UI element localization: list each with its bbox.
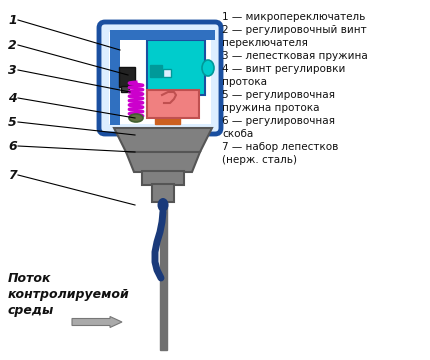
Bar [155, 114, 180, 124]
Bar [110, 35, 120, 125]
Bar [121, 86, 129, 92]
Text: 2: 2 [8, 39, 17, 51]
Bar [142, 171, 184, 185]
Polygon shape [126, 152, 200, 172]
Bar [147, 40, 205, 95]
Bar [119, 67, 135, 87]
Text: 4 — винт регулировки: 4 — винт регулировки [222, 64, 345, 74]
Bar [147, 90, 199, 118]
Bar [110, 30, 215, 40]
Ellipse shape [129, 114, 143, 122]
Ellipse shape [202, 60, 214, 76]
Ellipse shape [157, 198, 169, 212]
Polygon shape [114, 128, 212, 152]
Text: 3: 3 [8, 63, 17, 77]
Text: 6 — регулировочная: 6 — регулировочная [222, 116, 335, 126]
Text: протока: протока [222, 77, 267, 87]
Text: пружина протока: пружина протока [222, 103, 319, 113]
Text: среды: среды [8, 304, 54, 317]
Text: 1 — микропереключатель: 1 — микропереключатель [222, 12, 366, 22]
Bar [109, 32, 211, 124]
Text: (нерж. сталь): (нерж. сталь) [222, 155, 297, 165]
Bar [152, 184, 174, 202]
Text: 3 — лепестковая пружина: 3 — лепестковая пружина [222, 51, 368, 61]
Text: 1: 1 [8, 14, 17, 27]
Text: Поток: Поток [8, 272, 52, 285]
Text: 2 — регулировочный винт: 2 — регулировочный винт [222, 25, 367, 35]
Bar [160, 202, 167, 350]
Text: переключателя: переключателя [222, 38, 308, 48]
Text: контролируемой: контролируемой [8, 288, 130, 301]
Text: скоба: скоба [222, 129, 253, 139]
Bar [163, 69, 171, 77]
Text: 7: 7 [8, 168, 17, 181]
Bar [150, 65, 162, 77]
FancyBboxPatch shape [99, 22, 221, 134]
Text: 4: 4 [8, 91, 17, 104]
Text: 6: 6 [8, 140, 17, 153]
Text: 5 — регулировочная: 5 — регулировочная [222, 90, 335, 100]
FancyArrow shape [72, 316, 122, 328]
Text: 7 — набор лепестков: 7 — набор лепестков [222, 142, 338, 152]
Text: 5: 5 [8, 116, 17, 129]
